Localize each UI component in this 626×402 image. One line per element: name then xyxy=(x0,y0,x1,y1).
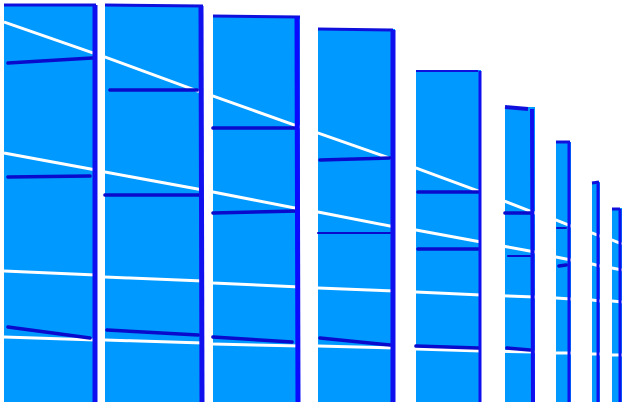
stroke xyxy=(6,174,92,179)
column-top xyxy=(504,105,529,111)
column-top xyxy=(591,180,600,185)
stroke xyxy=(318,156,392,162)
stroke xyxy=(6,325,92,340)
white-line xyxy=(3,20,623,246)
column xyxy=(4,5,96,402)
column-top xyxy=(104,3,204,8)
stroke xyxy=(211,209,300,215)
white-lines xyxy=(3,20,623,357)
stroke xyxy=(414,344,480,350)
column-edge xyxy=(530,108,535,402)
column xyxy=(556,142,571,402)
column-edge xyxy=(198,5,205,402)
white-line xyxy=(3,269,623,304)
white-line xyxy=(3,151,623,272)
stroke xyxy=(318,336,392,347)
stroke xyxy=(105,328,200,337)
stroke xyxy=(557,263,568,268)
white-line xyxy=(3,335,622,357)
column xyxy=(612,208,622,402)
dark-strokes xyxy=(6,56,568,352)
stroke xyxy=(6,56,94,65)
stroke xyxy=(505,346,532,352)
column-edge xyxy=(294,16,301,402)
column-edges xyxy=(92,5,622,402)
column xyxy=(592,182,600,402)
stroke xyxy=(211,335,294,344)
column-top xyxy=(212,14,301,19)
column-top xyxy=(317,27,394,32)
